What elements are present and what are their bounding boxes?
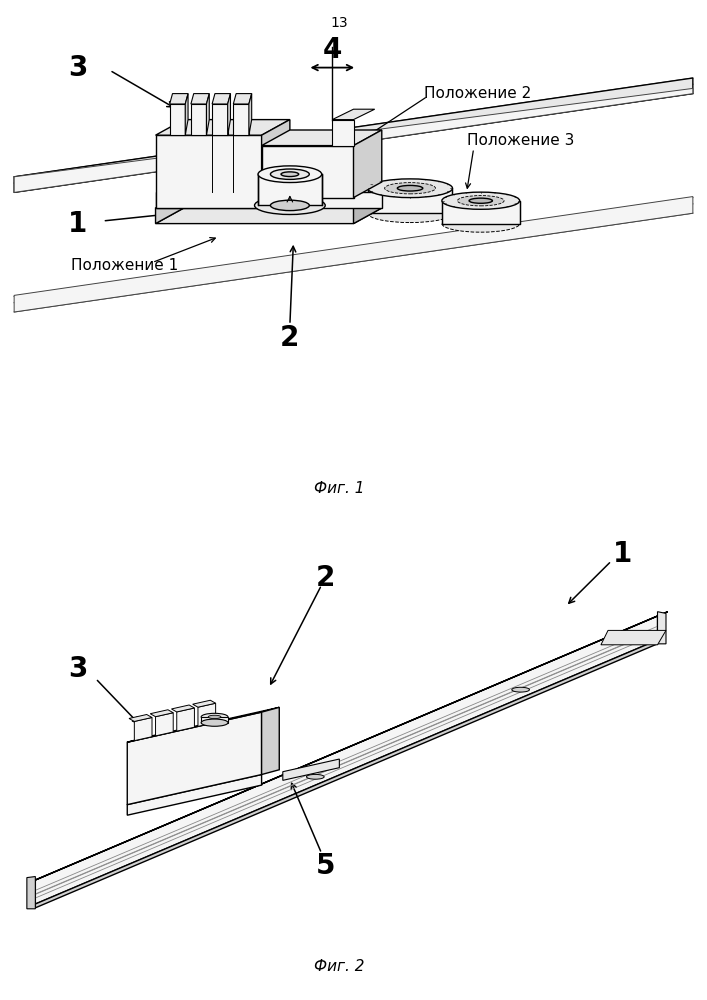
Text: Положение 3: Положение 3: [467, 133, 574, 148]
Polygon shape: [201, 717, 228, 723]
Ellipse shape: [270, 169, 310, 179]
Polygon shape: [171, 705, 194, 712]
Polygon shape: [170, 104, 185, 135]
Text: 2: 2: [315, 564, 335, 592]
Polygon shape: [228, 94, 230, 135]
Polygon shape: [14, 88, 693, 192]
Polygon shape: [283, 759, 339, 780]
Ellipse shape: [385, 183, 436, 194]
Text: 5: 5: [315, 852, 335, 880]
Polygon shape: [658, 612, 666, 644]
Ellipse shape: [397, 185, 423, 191]
Polygon shape: [156, 208, 382, 224]
Polygon shape: [354, 130, 382, 198]
Polygon shape: [14, 78, 693, 192]
Polygon shape: [193, 700, 216, 707]
Polygon shape: [156, 135, 262, 208]
Ellipse shape: [201, 719, 228, 726]
Polygon shape: [262, 146, 354, 198]
Ellipse shape: [281, 172, 298, 177]
Text: Положение 2: Положение 2: [424, 86, 532, 101]
Polygon shape: [35, 612, 667, 880]
Polygon shape: [27, 877, 35, 909]
Polygon shape: [191, 104, 206, 135]
Ellipse shape: [442, 192, 520, 209]
Ellipse shape: [307, 774, 324, 779]
Ellipse shape: [208, 715, 221, 719]
Text: 3: 3: [68, 54, 88, 82]
Ellipse shape: [270, 200, 310, 211]
Text: Фиг. 1: Фиг. 1: [314, 481, 365, 496]
Ellipse shape: [258, 166, 322, 183]
Polygon shape: [262, 707, 279, 775]
Polygon shape: [332, 109, 375, 120]
Ellipse shape: [368, 204, 452, 223]
Polygon shape: [177, 708, 194, 731]
Text: Положение 1: Положение 1: [71, 258, 178, 273]
Polygon shape: [249, 94, 252, 135]
Text: 2: 2: [280, 324, 300, 352]
Polygon shape: [134, 717, 152, 741]
Polygon shape: [262, 120, 290, 208]
Text: 1: 1: [68, 210, 88, 238]
Ellipse shape: [442, 215, 520, 232]
Polygon shape: [35, 616, 658, 904]
Polygon shape: [150, 710, 173, 717]
Polygon shape: [14, 197, 693, 312]
Polygon shape: [212, 104, 228, 135]
Ellipse shape: [255, 196, 325, 215]
Polygon shape: [156, 192, 382, 208]
Polygon shape: [354, 192, 382, 224]
Ellipse shape: [469, 198, 493, 203]
Polygon shape: [156, 192, 184, 224]
Text: Фиг. 2: Фиг. 2: [314, 959, 365, 974]
Polygon shape: [129, 714, 152, 721]
Polygon shape: [185, 94, 188, 135]
Ellipse shape: [201, 713, 228, 721]
Ellipse shape: [368, 179, 452, 198]
Polygon shape: [170, 94, 188, 104]
Polygon shape: [262, 130, 382, 146]
Polygon shape: [127, 712, 262, 805]
Polygon shape: [191, 94, 209, 104]
Text: 3: 3: [68, 655, 88, 683]
Polygon shape: [206, 94, 209, 135]
Polygon shape: [198, 703, 216, 726]
Polygon shape: [332, 120, 354, 146]
Text: 1: 1: [612, 540, 632, 568]
Polygon shape: [368, 188, 452, 213]
Ellipse shape: [512, 687, 530, 692]
Polygon shape: [127, 775, 262, 815]
Polygon shape: [35, 640, 658, 908]
Polygon shape: [233, 104, 249, 135]
Text: 4: 4: [322, 36, 342, 64]
Polygon shape: [127, 707, 279, 742]
Polygon shape: [212, 94, 230, 104]
Polygon shape: [156, 713, 173, 736]
Ellipse shape: [457, 196, 504, 206]
Polygon shape: [601, 630, 666, 645]
Text: 13: 13: [331, 16, 348, 30]
Polygon shape: [156, 120, 290, 135]
Polygon shape: [258, 174, 322, 205]
Polygon shape: [442, 201, 520, 224]
Polygon shape: [233, 94, 252, 104]
